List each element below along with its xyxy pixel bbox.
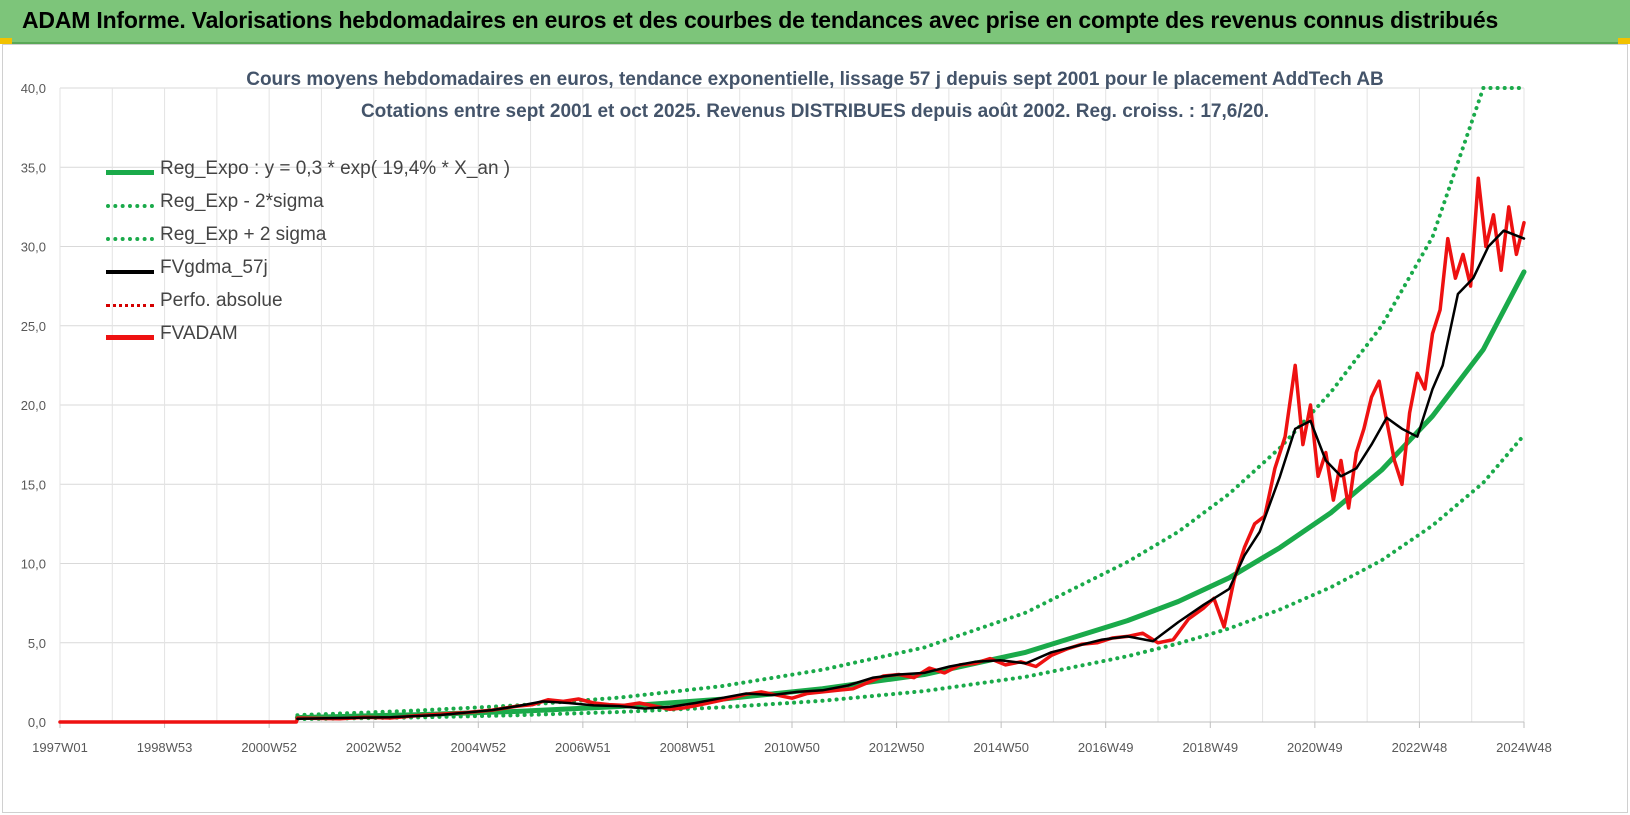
x-tick-label: 2018W49 — [1182, 740, 1238, 755]
y-tick-label: 35,0 — [21, 160, 46, 175]
legend-label-perfo: Perfo. absolue — [160, 290, 283, 311]
x-tick-label: 2024W48 — [1496, 740, 1552, 755]
y-tick-label: 5,0 — [28, 636, 46, 651]
legend-label-fvgdma: FVgdma_57j — [160, 257, 268, 278]
x-tick-label: 2016W49 — [1078, 740, 1134, 755]
x-tick-label: 1997W01 — [32, 740, 88, 755]
x-tick-label: 2020W49 — [1287, 740, 1343, 755]
series-layer — [58, 86, 1527, 724]
legend-swatch-reg-expo — [106, 170, 154, 175]
series-line-0 — [294, 269, 1527, 721]
y-axis-ticks: 0,0 5,0 10,0 15,0 20,0 25,0 30,0 35,0 40,0 — [21, 81, 46, 730]
x-tick-label: 2000W52 — [241, 740, 297, 755]
series-line-3 — [296, 229, 1526, 721]
y-tick-label: 0,0 — [28, 715, 46, 730]
legend-label-reg-exp-minus: Reg_Exp - 2*sigma — [160, 191, 324, 212]
x-tick-label: 2010W50 — [764, 740, 820, 755]
y-tick-label: 30,0 — [21, 240, 46, 255]
legend-label-fvadam: FVADAM — [160, 323, 238, 344]
x-tick-label: 2012W50 — [869, 740, 925, 755]
legend-label-reg-expo: Reg_Expo : y = 0,3 * exp( 19,4% * X_an ) — [160, 158, 511, 179]
x-tick-label: 1998W53 — [137, 740, 193, 755]
corner-marker-right — [1618, 38, 1630, 44]
x-tick-label: 2022W48 — [1392, 740, 1448, 755]
series-line-2 — [295, 86, 1526, 718]
y-tick-label: 15,0 — [21, 477, 46, 492]
series-line-1 — [295, 433, 1526, 722]
y-tick-label: 25,0 — [21, 319, 46, 334]
x-tick-label: 2014W50 — [973, 740, 1029, 755]
grid — [59, 87, 1525, 723]
x-tick-label: 2002W52 — [346, 740, 402, 755]
legend-swatch-fvadam — [106, 335, 154, 340]
legend-label-reg-exp-plus: Reg_Exp + 2 sigma — [160, 224, 327, 245]
x-tick-label: 2006W51 — [555, 740, 611, 755]
y-tick-label: 10,0 — [21, 557, 46, 572]
legend-swatch-reg-exp-plus — [106, 237, 154, 241]
chart-title-line-1: Cours moyens hebdomadaires en euros, ten… — [246, 69, 1384, 90]
y-tick-label: 20,0 — [21, 398, 46, 413]
chart-title-line-2: Cotations entre sept 2001 et oct 2025. R… — [360, 101, 1270, 122]
corner-marker-left — [0, 38, 12, 44]
x-axis-ticks: 1997W01 1998W53 2000W52 2002W52 2004W52 2006W… — [32, 722, 1552, 755]
legend-swatch-perfo — [106, 304, 154, 307]
y-tick-label: 40,0 — [21, 81, 46, 96]
page-title: ADAM Informe. Valorisations hebdomadaire… — [22, 7, 1499, 33]
chart-area — [2, 44, 1628, 813]
x-tick-label: 2008W51 — [660, 740, 716, 755]
legend-swatch-fvgdma — [106, 270, 154, 274]
header-banner: ADAM Informe. Valorisations hebdomadaire… — [0, 0, 1630, 44]
x-tick-label: 2004W52 — [450, 740, 506, 755]
legend-swatch-reg-exp-minus — [106, 204, 154, 208]
